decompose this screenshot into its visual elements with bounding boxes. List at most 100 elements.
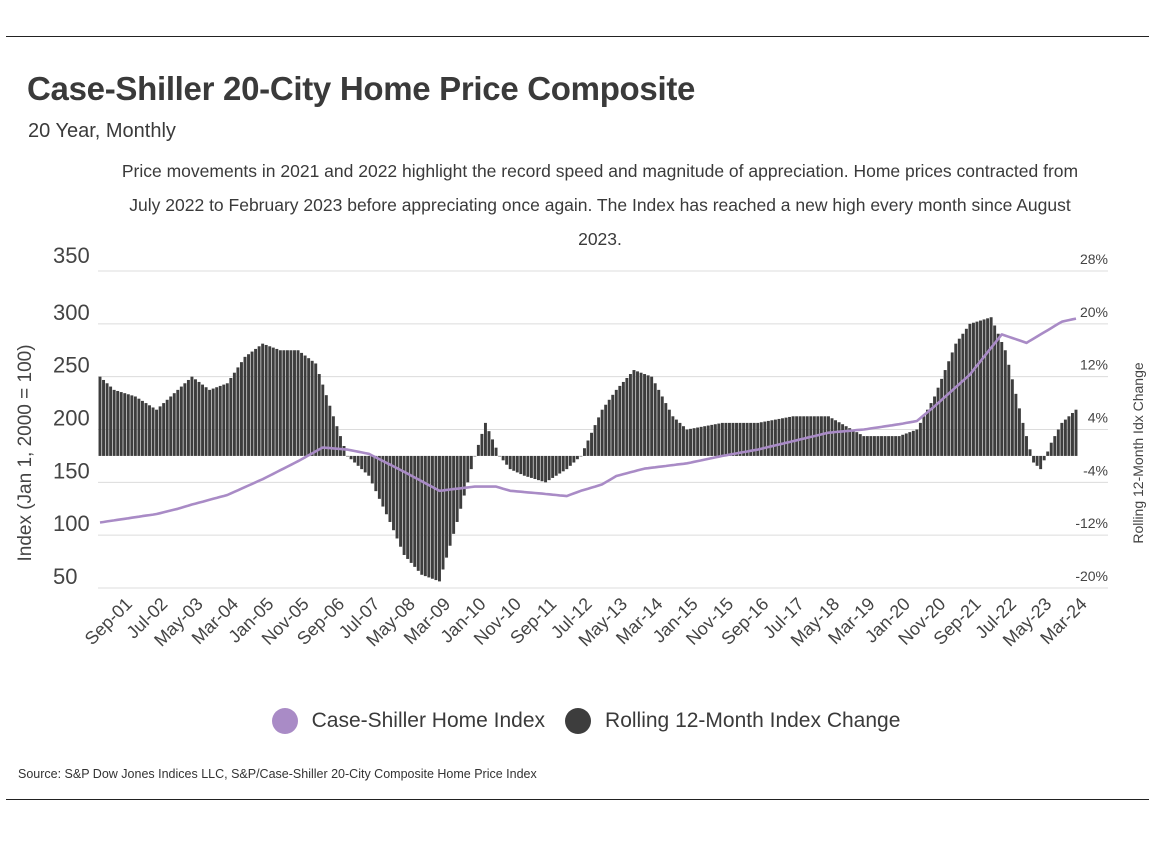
bar (1035, 455, 1039, 466)
chart-subtitle: 20 Year, Monthly (28, 120, 176, 142)
bar (243, 356, 247, 456)
bar (696, 427, 700, 456)
bar (317, 374, 321, 456)
y-right-tick-label: 20% (1080, 304, 1108, 320)
bar (936, 387, 940, 456)
bar (752, 422, 756, 456)
chart-title: Case-Shiller 20-City Home Price Composit… (27, 70, 696, 107)
bar (498, 455, 502, 457)
bar (452, 455, 456, 534)
bar (703, 426, 707, 456)
bar (561, 455, 565, 472)
bar (897, 436, 901, 456)
bar (194, 379, 197, 456)
bar (819, 416, 823, 456)
bar (515, 455, 519, 473)
bar (1010, 379, 1014, 456)
bottom-rule (6, 799, 1149, 800)
bar (586, 440, 590, 456)
bar (770, 420, 774, 456)
y-right-tick-label: 12% (1080, 357, 1108, 373)
legend-item-rolling-change: Rolling 12-Month Index Change (565, 708, 900, 734)
bar (805, 416, 809, 456)
bar (865, 436, 869, 456)
x-tick-label: Sep-01 (81, 594, 136, 649)
bar (685, 429, 689, 456)
bar (119, 392, 123, 456)
bar (982, 319, 986, 456)
bar (148, 405, 151, 456)
bar (413, 455, 417, 567)
bar (491, 439, 494, 456)
bar (183, 383, 187, 456)
y-left-tick-label: 200 (53, 406, 90, 431)
bar (130, 395, 134, 456)
y-left-tick-label: 150 (53, 458, 90, 483)
bar (1042, 455, 1046, 461)
bar (989, 317, 993, 456)
bar (102, 379, 106, 456)
bar (179, 386, 183, 456)
bar (1063, 419, 1067, 456)
bar (628, 374, 632, 456)
bar (607, 399, 611, 456)
bar (208, 389, 212, 456)
bar (522, 455, 526, 476)
bar (738, 422, 742, 456)
bar (618, 385, 622, 456)
bar (547, 455, 551, 481)
bar (1000, 341, 1004, 456)
bar (370, 455, 374, 484)
bar (975, 321, 979, 456)
bar (777, 418, 781, 456)
bar (462, 455, 466, 496)
bar (501, 455, 505, 461)
bar (621, 381, 625, 456)
bar (476, 444, 480, 456)
bar (763, 421, 767, 456)
bar (650, 376, 654, 456)
bar (533, 455, 537, 480)
bar (657, 389, 661, 456)
legend-label-home-index: Case-Shiller Home Index (311, 709, 546, 732)
bar (957, 338, 961, 456)
bar (639, 372, 643, 456)
bar (720, 422, 724, 456)
bar (788, 416, 792, 456)
bar (140, 400, 144, 456)
bar (310, 360, 314, 456)
y-left-tick-label: 50 (53, 564, 77, 589)
y-left-tick-label: 300 (53, 300, 90, 325)
bar (282, 350, 286, 456)
bar (727, 422, 731, 456)
bar (441, 455, 445, 570)
bar (133, 396, 137, 456)
bar (894, 436, 898, 456)
bar (689, 428, 693, 456)
bar (377, 455, 381, 499)
bar (508, 455, 512, 470)
bar (876, 436, 880, 456)
bar (795, 416, 799, 456)
bar (773, 419, 777, 456)
bar (293, 350, 296, 456)
bar (247, 354, 250, 456)
bar (402, 455, 406, 555)
bar (399, 455, 403, 547)
legend-swatch-rolling-change (565, 708, 592, 734)
bar (285, 350, 289, 456)
bar (307, 358, 311, 456)
bar (289, 350, 293, 456)
bar (423, 455, 427, 577)
bar (1039, 455, 1043, 470)
bar (717, 423, 721, 456)
bar (261, 343, 265, 456)
bar (275, 348, 279, 456)
bar (582, 448, 586, 456)
bar (349, 455, 353, 460)
bar (625, 377, 629, 456)
bar (706, 425, 710, 456)
bar (384, 455, 388, 515)
bar (331, 416, 335, 456)
bar (830, 418, 834, 456)
